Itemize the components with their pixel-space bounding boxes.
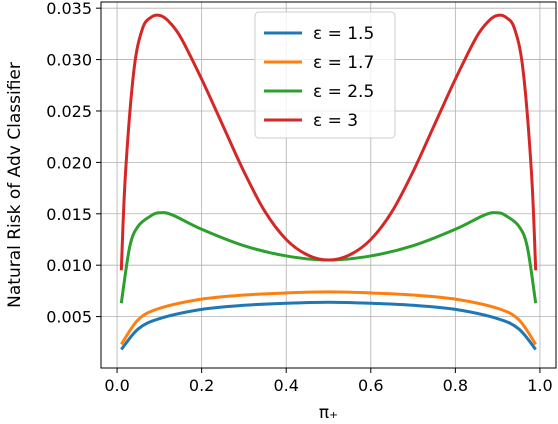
legend-entry: ε = 3 xyxy=(313,111,358,131)
x-tick-label: 0.4 xyxy=(273,376,298,395)
x-tick-label: 0.8 xyxy=(443,376,468,395)
y-tick-label: 0.035 xyxy=(46,0,92,18)
y-tick-label: 0.015 xyxy=(46,205,92,224)
legend-entry: ε = 1.7 xyxy=(313,53,374,73)
x-tick-label: 0.6 xyxy=(358,376,383,395)
series-line-2 xyxy=(120,290,537,346)
plot-area-frame xyxy=(100,1,557,369)
series-line-1 xyxy=(120,300,537,351)
y-tick-label: 0.005 xyxy=(46,308,92,327)
legend-entry: ε = 1.5 xyxy=(313,24,374,44)
y-tick-label: 0.020 xyxy=(46,153,92,172)
y-axis-label: Natural Risk of Adv Classifier xyxy=(5,62,25,308)
legend: ε = 1.5 ε = 1.7 ε = 2.5 ε = 3 xyxy=(254,11,396,139)
x-tick-label: 0.2 xyxy=(189,376,214,395)
series-line-4 xyxy=(119,13,538,271)
legend-entry: ε = 2.5 xyxy=(313,82,374,102)
x-tick-label: 0.0 xyxy=(104,376,129,395)
x-axis-label: π₊ xyxy=(319,403,338,423)
y-tick-label: 0.010 xyxy=(46,256,92,275)
y-tick-label: 0.025 xyxy=(46,102,92,121)
series-line-3 xyxy=(119,211,538,304)
axis-ticks: 0.0 0.2 0.4 0.6 0.8 1.0 0.005 0.010 0.015 0.020 0.… xyxy=(46,0,552,395)
series-lines xyxy=(119,13,538,351)
legend-box xyxy=(254,11,396,139)
x-tick-label: 1.0 xyxy=(527,376,552,395)
y-tick-label: 0.030 xyxy=(46,51,92,70)
